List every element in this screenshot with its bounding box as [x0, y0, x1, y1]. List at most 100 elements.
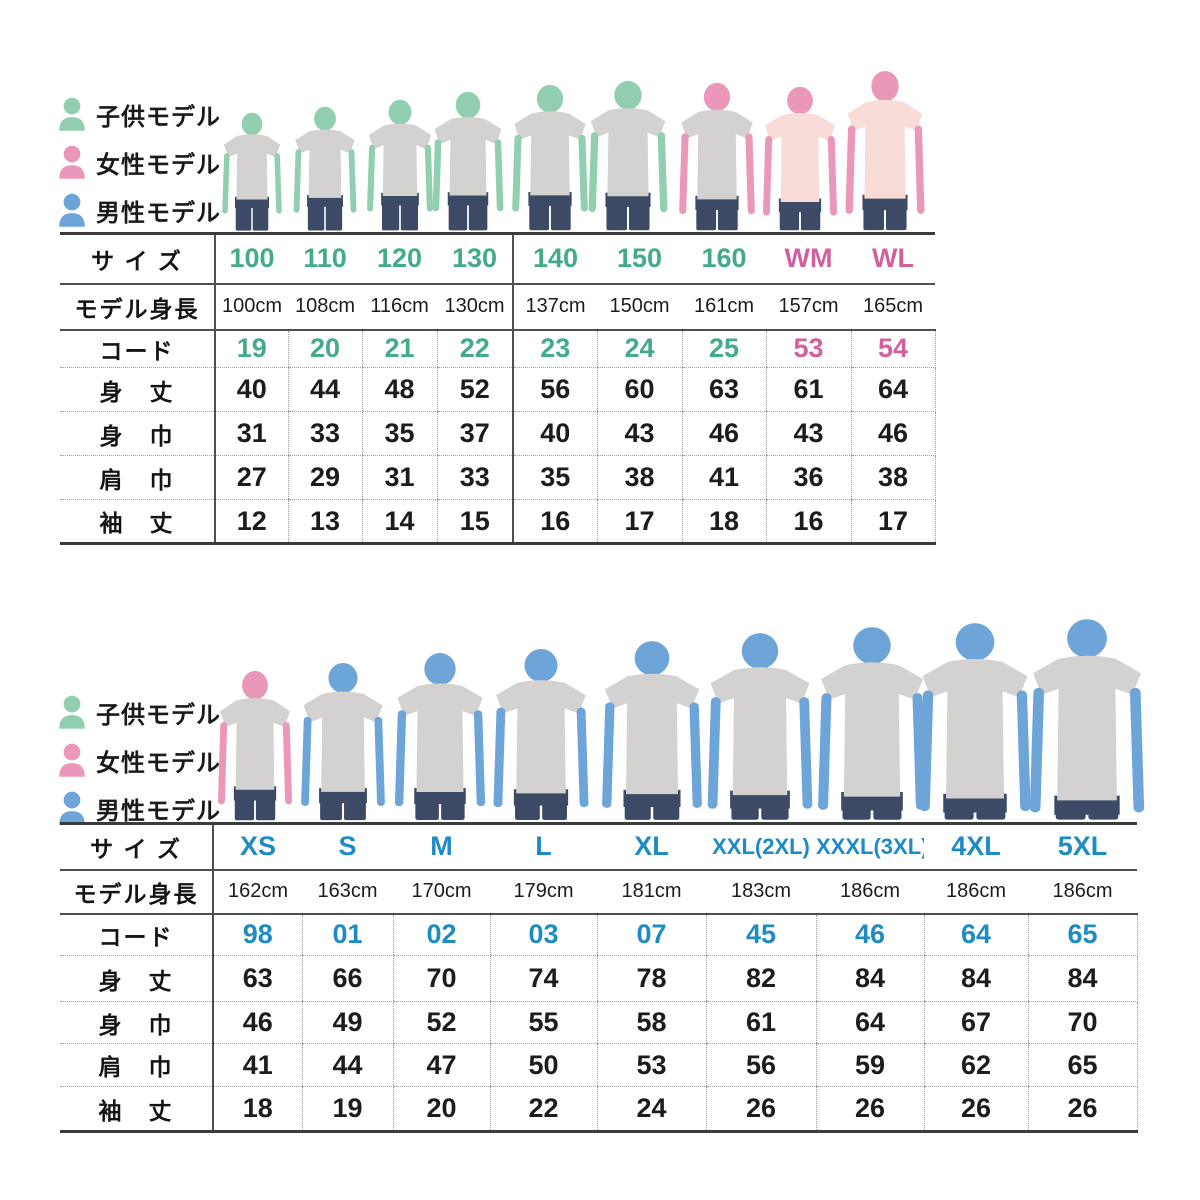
size-cell-130: 130	[437, 233, 513, 285]
figure-left-arm	[818, 693, 832, 810]
figure-head	[242, 670, 268, 700]
body_width-cell-L: 55	[489, 1001, 597, 1044]
body_length-cell-130: 52	[436, 367, 513, 412]
body_width-cell-100: 31	[215, 411, 288, 456]
figure-jeans-left-leg	[624, 800, 651, 820]
body_width-cell-WL: 46	[850, 411, 936, 456]
code-cell-160: 25	[681, 329, 766, 368]
model_height-cell-110: 108cm	[288, 283, 362, 331]
figure-jeans-left-leg	[529, 200, 550, 231]
figure-head	[1067, 619, 1107, 658]
figure-jeans-hip	[307, 194, 343, 207]
person-icon	[59, 97, 85, 131]
code-cell-M: 02	[392, 913, 490, 956]
figure-jeans-left-leg	[235, 203, 252, 231]
figure-head	[455, 91, 481, 119]
figure-jeans-left-leg	[731, 801, 759, 820]
figure-jeans-left-leg	[696, 204, 717, 231]
figure-shirt	[765, 113, 835, 202]
size-cell-XS: XS	[213, 823, 302, 871]
figure-jeans-right-leg	[761, 801, 789, 820]
shoulder_width-cell-XL: 53	[596, 1043, 706, 1087]
legend-label: 女性モデル	[96, 749, 221, 777]
row-label-body_length: 身 丈	[60, 367, 216, 412]
row-label-code: コード	[60, 329, 216, 368]
figure-shirt	[496, 680, 586, 794]
shoulder_width-cell-100: 27	[215, 455, 288, 500]
size-cell-XXL(2XL): XXL(2XL)	[706, 823, 816, 871]
table-row-size: サ イ ズ 100 110 120 130 140 150 160 WM WL	[60, 233, 935, 285]
figure-neck	[249, 693, 261, 703]
body_length-cell-XXXL(3XL): 84	[815, 955, 924, 1002]
body_width-cell-M: 52	[392, 1001, 490, 1044]
code-cell-140: 23	[512, 329, 597, 368]
figure-right-arm	[745, 133, 755, 215]
figure-jeans-right-leg	[252, 203, 269, 231]
figure-head	[524, 649, 558, 682]
figure-right-arm	[424, 144, 434, 212]
body_width-cell-WM: 43	[765, 411, 851, 456]
figure-neck	[863, 655, 881, 668]
figure-neck	[752, 661, 768, 673]
table-row-body_width: 身 巾 46 49 52 55 58 61 64 67 70	[60, 1001, 1138, 1044]
figure-left-arm	[919, 690, 934, 812]
body_length-cell-XXL(2XL): 82	[705, 955, 816, 1002]
sleeve_length-cell-100: 12	[236, 505, 267, 536]
figure-jeans-right-leg	[800, 207, 821, 231]
row-label-sleeve_length: 袖 丈	[60, 499, 216, 544]
figure-right-arm	[274, 153, 282, 214]
table-row-shoulder_width: 肩 巾 27 29 31 33 35 38 41 36 38	[60, 455, 936, 500]
figure-shirt	[295, 129, 355, 198]
body_length-cell-4XL: 84	[923, 955, 1028, 1002]
size-cell-100: 100	[215, 233, 288, 285]
sleeve_length-cell-XXL(2XL): 26	[705, 1086, 816, 1132]
model_height-cell-100: 100cm	[215, 283, 288, 331]
figure-right-arm	[473, 710, 486, 807]
figure-head	[314, 106, 336, 131]
shoulder_width-cell-XXL(2XL): 56	[705, 1043, 816, 1087]
model-figure-XL	[602, 641, 702, 820]
figure-right-arm	[1129, 687, 1145, 813]
body_length-cell-150: 60	[596, 367, 682, 412]
model_height-cell-WL: 165cm	[851, 283, 935, 331]
body_width-cell-110: 33	[287, 411, 362, 456]
size-cell-L: L	[490, 823, 597, 871]
figure-head	[853, 627, 891, 665]
figure-head	[703, 82, 731, 112]
model-figure-5XL	[1029, 619, 1145, 820]
model_height-cell-4XL: 186cm	[924, 869, 1028, 915]
row-label-shoulder_width: 肩 巾	[60, 455, 216, 500]
legend-label: 女性モデル	[96, 151, 221, 179]
figure-jeans-right-leg	[628, 201, 650, 231]
person-icon	[59, 743, 85, 777]
sleeve_length-cell-160: 18	[681, 499, 766, 544]
sleeve_length-cell-150: 17	[596, 499, 682, 544]
figure-neck	[433, 678, 447, 688]
body_width-cell-S: 49	[301, 1001, 393, 1044]
code-cell-L: 03	[489, 913, 597, 956]
figure-shirt	[681, 109, 753, 200]
figure-left-arm	[602, 702, 615, 808]
model_height-cell-140: 137cm	[512, 283, 597, 331]
figure-jeans-right-leg	[717, 204, 738, 231]
figure-shirt	[223, 134, 281, 200]
figure-neck	[622, 103, 634, 113]
model-figure-130	[432, 91, 504, 231]
body_width-cell-5XL: 70	[1027, 1001, 1138, 1044]
legend-item-women: 女性モデル	[57, 742, 221, 778]
sleeve_length-cell-110: 13	[287, 499, 362, 544]
row-label-code: コード	[60, 913, 214, 956]
figure-left-arm	[394, 710, 407, 807]
model_height-cell-130: 130cm	[437, 283, 513, 331]
model_height-cell-120: 116cm	[362, 283, 437, 331]
figure-jeans-right-leg	[542, 799, 567, 820]
code-cell-120: 21	[361, 329, 437, 368]
legend-label: 子供モデル	[96, 701, 221, 729]
model_height-cell-5XL: 186cm	[1028, 869, 1137, 915]
figure-jeans-right-leg	[873, 803, 902, 820]
model_height-cell-150: 150cm	[597, 283, 682, 331]
model-figure-L	[493, 649, 589, 820]
model_height-cell-XS: 162cm	[213, 869, 302, 915]
model-figure-100	[222, 112, 282, 231]
model_height-cell-WM: 157cm	[766, 283, 851, 331]
